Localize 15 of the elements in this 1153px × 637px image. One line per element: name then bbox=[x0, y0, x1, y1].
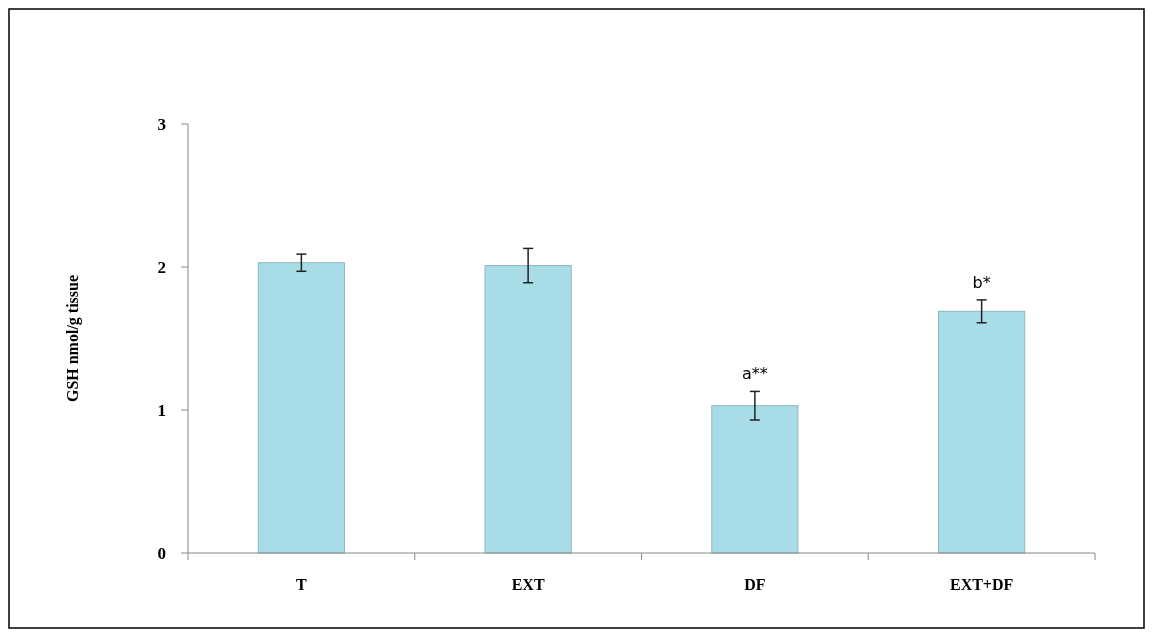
y-tick-label: 1 bbox=[157, 400, 166, 420]
x-tick-label: DF bbox=[744, 576, 766, 593]
bar bbox=[711, 405, 799, 554]
x-tick-label: EXT+DF bbox=[949, 576, 1014, 593]
bar bbox=[484, 265, 572, 554]
y-tick-label: 0 bbox=[157, 543, 166, 563]
y-tick-label: 2 bbox=[157, 257, 166, 277]
y-axis-title: GSH nmol/g tissue bbox=[64, 274, 82, 403]
x-tick-label: T bbox=[296, 576, 308, 593]
y-tick-label: 3 bbox=[157, 114, 166, 134]
annotation: a** bbox=[741, 364, 768, 384]
x-tick-label: EXT bbox=[511, 576, 545, 593]
annotation: b* bbox=[972, 272, 991, 292]
bar bbox=[938, 310, 1026, 554]
bar bbox=[257, 262, 345, 554]
